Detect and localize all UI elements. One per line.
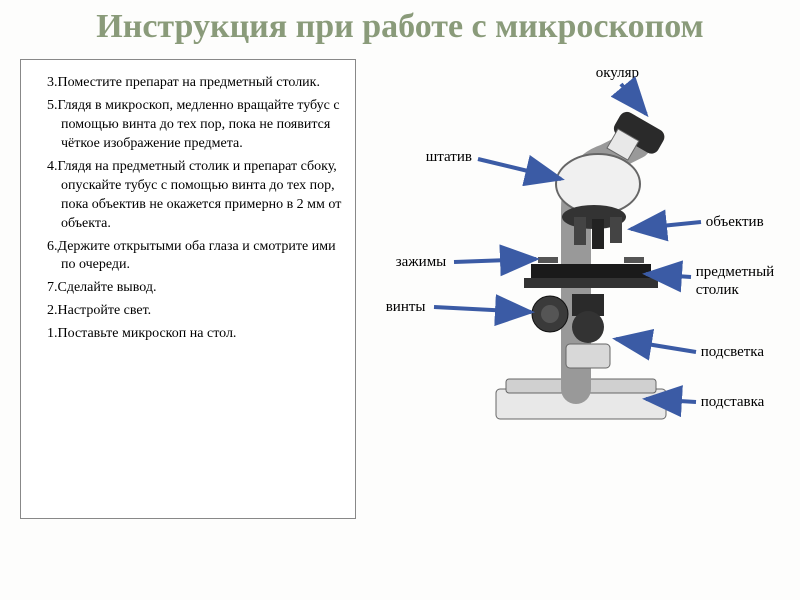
label-light: подсветка xyxy=(701,344,764,361)
content-row: 3.Поместите препарат на предметный столи… xyxy=(0,49,800,529)
instruction-1: 1.Поставьте микроскоп на стол. xyxy=(33,325,343,344)
instruction-3: 3.Поместите препарат на предметный столи… xyxy=(33,74,343,93)
instruction-5: 5.Глядя в микроскоп, медленно вращайте т… xyxy=(33,97,343,154)
label-stand: штатив xyxy=(426,149,472,166)
instruction-4: 4.Глядя на предметный столик и препарат … xyxy=(33,158,343,234)
instruction-7: 7.Сделайте вывод. xyxy=(33,279,343,298)
microscope-diagram: окуляр штатив объектив зажимы предметный… xyxy=(366,59,780,519)
instruction-2: 2.Настройте свет. xyxy=(33,302,343,321)
instruction-6: 6.Держите открытыми оба глаза и смотрите… xyxy=(33,238,343,276)
instructions-panel: 3.Поместите препарат на предметный столи… xyxy=(20,59,356,519)
label-knobs: винты xyxy=(386,299,426,316)
label-clips: зажимы xyxy=(396,254,447,271)
label-stage-1: предметный xyxy=(696,264,774,281)
microscope-image xyxy=(476,89,686,429)
label-base: подставка xyxy=(701,394,765,411)
label-objective: объектив xyxy=(706,214,764,231)
label-eyepiece: окуляр xyxy=(596,65,639,82)
label-stage-2: столик xyxy=(696,282,739,299)
page-title: Инструкция при работе с микроскопом xyxy=(0,0,800,49)
